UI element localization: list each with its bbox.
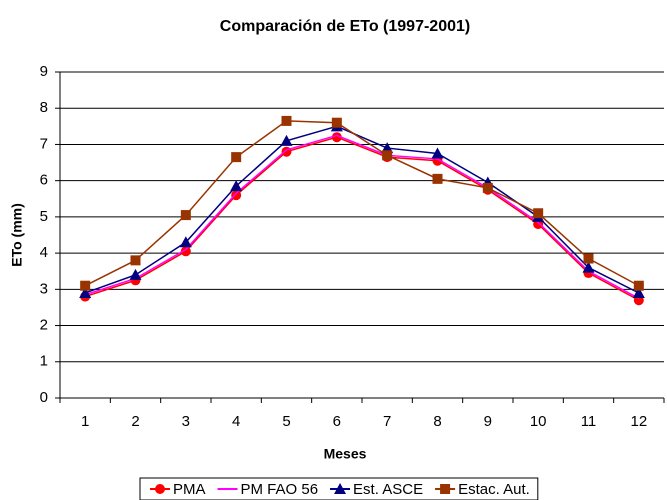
y-tick-label: 4 <box>40 244 48 261</box>
marker <box>533 208 544 219</box>
x-tick-label: 3 <box>182 413 190 430</box>
legend-label: Estac. Aut. <box>458 481 530 498</box>
marker <box>79 286 92 298</box>
marker <box>632 286 645 298</box>
y-tick-label: 5 <box>40 208 48 225</box>
x-tick-label: 2 <box>131 413 139 430</box>
marker <box>331 117 342 128</box>
y-tick-label: 6 <box>40 172 48 189</box>
marker <box>633 280 644 291</box>
x-tick-label: 7 <box>383 413 391 430</box>
marker <box>431 147 444 159</box>
legend-label: PM FAO 56 <box>241 481 319 498</box>
marker <box>155 484 165 494</box>
x-tick-label: 1 <box>81 413 89 430</box>
x-tick-label: 12 <box>630 413 647 430</box>
x-tick-label: 10 <box>530 413 547 430</box>
legend: PMA PM FAO 56 Est. ASCE Estac. Aut. <box>139 477 539 500</box>
x-tick-label: 11 <box>581 413 597 430</box>
x-axis-title: Meses <box>324 446 367 462</box>
marker <box>583 253 594 264</box>
marker <box>280 134 293 146</box>
marker <box>334 483 347 494</box>
y-tick-label: 7 <box>40 135 48 152</box>
x-tick-label: 6 <box>333 413 341 430</box>
legend-label: PMA <box>173 481 206 498</box>
y-axis-title: ETo (mm) <box>9 203 25 267</box>
series-line <box>84 134 640 300</box>
marker <box>80 280 91 291</box>
y-tick-label: 2 <box>40 317 48 334</box>
marker <box>231 152 242 163</box>
series-line <box>84 120 640 287</box>
marker <box>130 255 141 266</box>
y-tick-label: 8 <box>40 99 48 116</box>
chart-title: Comparación de ETo (1997-2001) <box>220 18 470 35</box>
marker <box>482 182 493 193</box>
marker <box>180 246 191 257</box>
series-line <box>84 125 640 294</box>
marker <box>582 261 595 273</box>
marker <box>180 210 191 221</box>
y-tick-label: 3 <box>40 280 48 297</box>
x-tick-label: 4 <box>232 413 240 430</box>
series-line <box>84 136 640 301</box>
y-tick-label: 0 <box>40 389 48 406</box>
marker <box>331 132 342 143</box>
marker <box>230 180 243 192</box>
marker <box>179 236 192 248</box>
x-tick-label: 8 <box>433 413 441 430</box>
y-tick-label: 9 <box>40 63 48 80</box>
marker <box>129 268 142 280</box>
marker <box>382 150 393 161</box>
marker <box>432 173 443 184</box>
marker <box>440 484 451 494</box>
x-tick-label: 9 <box>484 413 492 430</box>
marker <box>281 115 292 126</box>
x-tick-label: 5 <box>282 413 290 430</box>
marker <box>231 190 242 201</box>
y-tick-label: 1 <box>40 353 48 370</box>
legend-label: Est. ASCE <box>353 481 423 498</box>
